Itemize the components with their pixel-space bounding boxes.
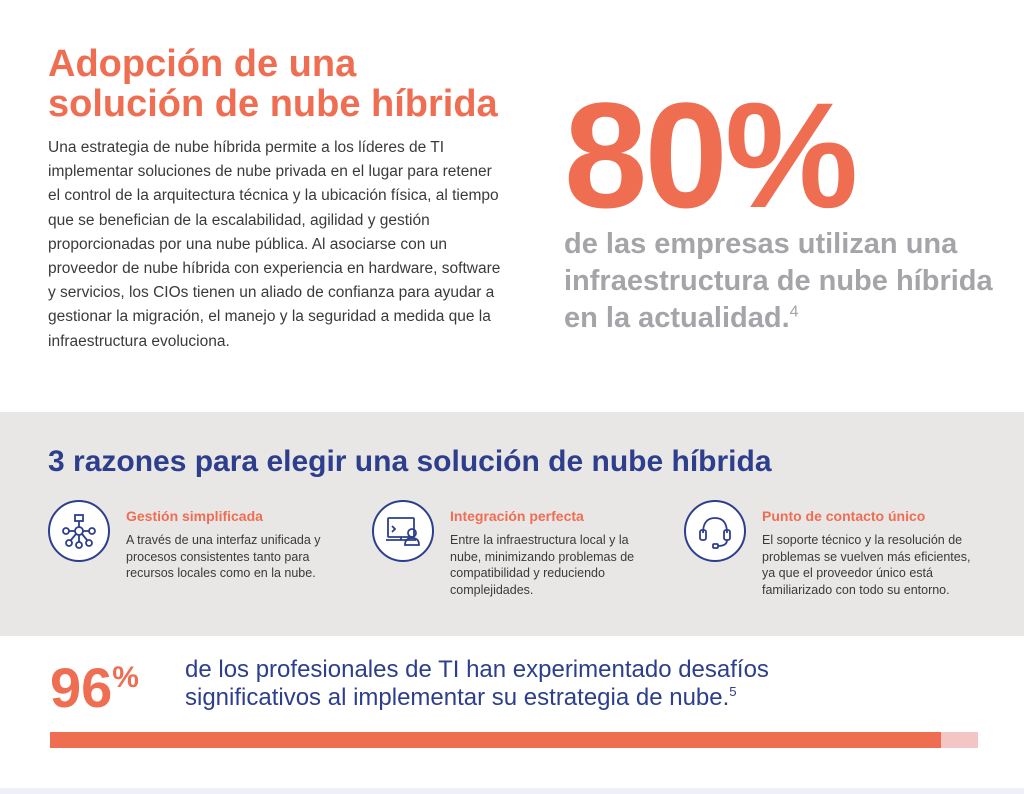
stat-96-progress-fill (50, 732, 941, 748)
reasons-section: 3 razones para elegir una solución de nu… (0, 412, 1024, 636)
stat-96-value: 96% (50, 658, 139, 718)
stat-96-percent-sign: % (112, 661, 139, 694)
reason-text: A través de una interfaz unificada y pro… (126, 533, 321, 580)
stat-96-caption: de los profesionales de TI han experimen… (185, 656, 905, 712)
reason-heading: Integración perfecta (450, 508, 584, 524)
stat-80-caption-text: de las empresas utilizan una infraestruc… (564, 228, 993, 334)
intro-section: Adopción de una solución de nube híbrida… (48, 44, 1004, 350)
footnote-5: 5 (729, 684, 737, 699)
reason-text: Entre la infraestructura local y la nube… (450, 533, 635, 597)
reason-heading: Punto de contacto único (762, 508, 926, 524)
reason-heading: Gestión simplificada (126, 508, 263, 524)
title-line-1: Adopción de una (48, 43, 357, 85)
stat-96-progress-bar (50, 732, 978, 748)
footer-strip (0, 788, 1024, 794)
reasons-title: 3 razones para elegir una solución de nu… (48, 445, 772, 478)
title-line-2: solución de nube híbrida (48, 83, 498, 125)
stat-96-section: 96% de los profesionales de TI han exper… (0, 636, 1024, 794)
page-title: Adopción de una solución de nube híbrida (48, 44, 548, 124)
intro-paragraph: Una estrategia de nube híbrida permite a… (48, 139, 501, 350)
stat-96-caption-text: de los profesionales de TI han experimen… (185, 656, 769, 711)
stat-96-number: 96 (50, 656, 113, 719)
user-monitor-icon (372, 500, 434, 562)
stat-80-value: 80% (564, 71, 858, 239)
reason-text: El soporte técnico y la resolución de pr… (762, 533, 971, 597)
stat-80-caption: de las empresas utilizan una infraestruc… (564, 226, 1004, 337)
headset-icon (684, 500, 746, 562)
network-nodes-icon (48, 500, 110, 562)
footnote-4: 4 (789, 303, 799, 321)
